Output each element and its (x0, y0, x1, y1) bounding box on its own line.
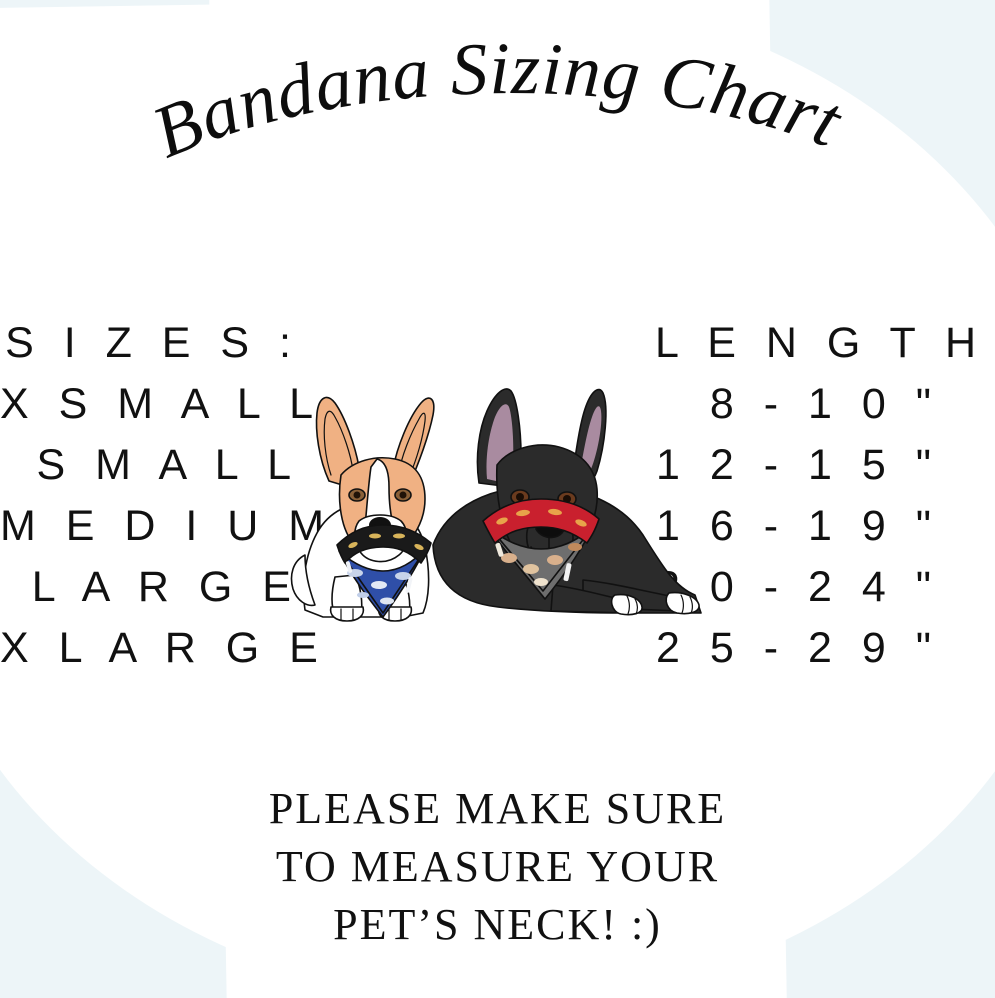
size-row-xsmall: X S M A L L (0, 380, 323, 428)
sizes-column: S I Z E S : X S M A L L S M A L L M E D … (0, 313, 334, 679)
white-dog-paw-left (329, 606, 365, 622)
tan-dog-bandana-motifs (345, 533, 424, 605)
length-header: L E N G T H : (655, 319, 995, 367)
sizes-header: S I Z E S : (5, 319, 300, 367)
footer-line-2: TO MEASURE YOUR (275, 842, 720, 891)
tan-dog-bandana-collar (336, 524, 432, 564)
length-row-medium: 1 6 - 1 9 " (656, 502, 940, 550)
length-row-xsmall: 8 - 1 0 " (709, 380, 940, 428)
white-dog-tail (290, 554, 316, 607)
two-dogs-illustration (283, 355, 713, 660)
black-dog-bandana-red-band (482, 498, 600, 544)
footer-line-1: PLEASE MAKE SURE (268, 784, 727, 833)
black-dog-paw-near-toes (626, 595, 638, 615)
length-row-large: 2 0 - 2 4 " (656, 563, 940, 611)
size-row-small: S M A L L (36, 441, 300, 489)
tan-dog-pupil-right (399, 491, 407, 499)
size-row-medium: M E D I U M (0, 502, 334, 550)
length-column: L E N G T H : 8 - 1 0 " 1 2 - 1 5 " 1 6 … (655, 313, 995, 679)
footer-line-3: PET’S NECK! :) (333, 900, 662, 949)
length-row-small: 1 2 - 1 5 " (656, 441, 940, 489)
tan-dog-ear-left-inner (323, 410, 354, 476)
tan-dog-ear-right-inner (398, 412, 426, 478)
black-dog-bandana-motifs (495, 508, 587, 586)
black-dog-paw-far-toes (680, 594, 693, 614)
length-row-xlarge: 2 5 - 2 9 " (656, 624, 940, 672)
size-row-large: L A R G E (31, 563, 300, 611)
black-dog-pupil-left (516, 493, 524, 501)
white-dog-paw-toes (340, 608, 402, 621)
footer-note: PLEASE MAKE SURE TO MEASURE YOUR PET’S N… (0, 780, 995, 954)
tan-dog-pupil-left (353, 491, 361, 499)
size-row-xlarge: X L A R G E (0, 624, 327, 672)
